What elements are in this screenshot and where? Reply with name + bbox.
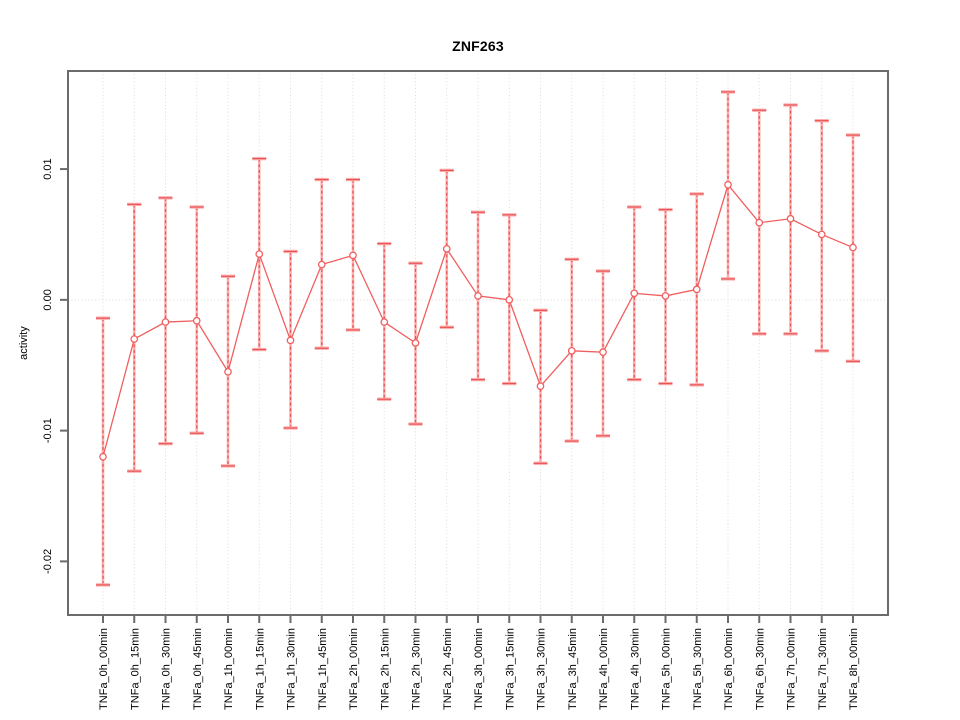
data-point-TNFa_1h_15min (255, 250, 264, 258)
data-point-TNFa_3h_15min (505, 295, 514, 304)
data-point-TNFa_0h_00min (99, 452, 107, 461)
x-tick-label-TNFa_2h_00min: TNFa_2h_00min (348, 628, 360, 710)
x-tick-label-TNFa_8h_00min: TNFa_8h_00min (848, 628, 860, 710)
y-tick-label-0.00: 0.00 (42, 289, 54, 310)
data-point-TNFa_0h_45min (192, 316, 201, 325)
x-tick-label-TNFa_7h_00min: TNFa_7h_00min (786, 628, 798, 710)
x-tick-label-TNFa_5h_30min: TNFa_5h_30min (692, 628, 704, 710)
data-point-TNFa_0h_30min (161, 318, 170, 326)
x-tick-label-TNFa_0h_00min: TNFa_0h_00min (98, 628, 110, 710)
data-point-TNFa_0h_15min (130, 335, 139, 343)
x-tick-label-TNFa_7h_30min: TNFa_7h_30min (817, 628, 829, 710)
data-point-TNFa_1h_00min (224, 367, 232, 376)
data-point-TNFa_6h_30min (755, 218, 764, 227)
x-tick-label-TNFa_1h_45min: TNFa_1h_45min (317, 628, 329, 710)
x-tick-label-TNFa_2h_30min: TNFa_2h_30min (411, 628, 423, 710)
chart-title: ZNF263 (452, 38, 504, 54)
x-tick-label-TNFa_4h_30min: TNFa_4h_30min (629, 628, 641, 710)
y-tick-label-0.01: 0.01 (42, 158, 54, 179)
x-tick-label-TNFa_3h_15min: TNFa_3h_15min (504, 628, 516, 710)
data-point-TNFa_7h_30min (817, 230, 826, 239)
data-point-TNFa_8h_00min (849, 243, 857, 252)
y-tick-label--0.01: -0.01 (42, 418, 54, 443)
x-tick-label-TNFa_4h_00min: TNFa_4h_00min (598, 628, 610, 710)
data-point-TNFa_4h_30min (630, 289, 639, 298)
data-point-TNFa_1h_45min (317, 260, 326, 269)
data-point-TNFa_2h_45min (442, 244, 451, 253)
x-tick-label-TNFa_5h_00min: TNFa_5h_00min (661, 628, 673, 710)
y-axis-label: activity (18, 326, 30, 360)
x-tick-label-TNFa_1h_15min: TNFa_1h_15min (254, 628, 266, 710)
data-point-TNFa_2h_15min (380, 318, 389, 326)
x-tick-label-TNFa_2h_45min: TNFa_2h_45min (442, 628, 454, 710)
data-point-TNFa_4h_00min (599, 348, 607, 357)
x-tick-label-TNFa_0h_45min: TNFa_0h_45min (192, 628, 204, 710)
x-tick-label-TNFa_1h_30min: TNFa_1h_30min (286, 628, 298, 710)
x-tick-label-TNFa_6h_30min: TNFa_6h_30min (754, 628, 766, 710)
data-point-TNFa_6h_00min (724, 180, 732, 189)
data-point-TNFa_3h_00min (474, 292, 482, 300)
y-tick-label--0.02: -0.02 (42, 549, 54, 574)
x-tick-label-TNFa_3h_30min: TNFa_3h_30min (536, 628, 548, 710)
data-point-TNFa_2h_00min (349, 251, 357, 260)
x-tick-label-TNFa_2h_15min: TNFa_2h_15min (379, 628, 391, 710)
data-point-TNFa_3h_45min (567, 346, 576, 355)
x-tick-label-TNFa_3h_45min: TNFa_3h_45min (567, 628, 579, 710)
data-point-TNFa_3h_30min (536, 382, 545, 391)
x-tick-label-TNFa_3h_00min: TNFa_3h_00min (473, 628, 485, 710)
x-tick-label-TNFa_1h_00min: TNFa_1h_00min (223, 628, 235, 710)
data-point-TNFa_5h_30min (692, 285, 701, 294)
x-tick-label-TNFa_0h_15min: TNFa_0h_15min (129, 628, 141, 710)
data-point-TNFa_5h_00min (661, 292, 670, 300)
data-point-TNFa_2h_30min (411, 339, 420, 347)
data-point-TNFa_7h_00min (786, 214, 795, 223)
x-tick-label-TNFa_0h_30min: TNFa_0h_30min (161, 628, 173, 710)
x-tick-label-TNFa_6h_00min: TNFa_6h_00min (723, 628, 735, 710)
data-point-TNFa_1h_30min (286, 336, 295, 345)
